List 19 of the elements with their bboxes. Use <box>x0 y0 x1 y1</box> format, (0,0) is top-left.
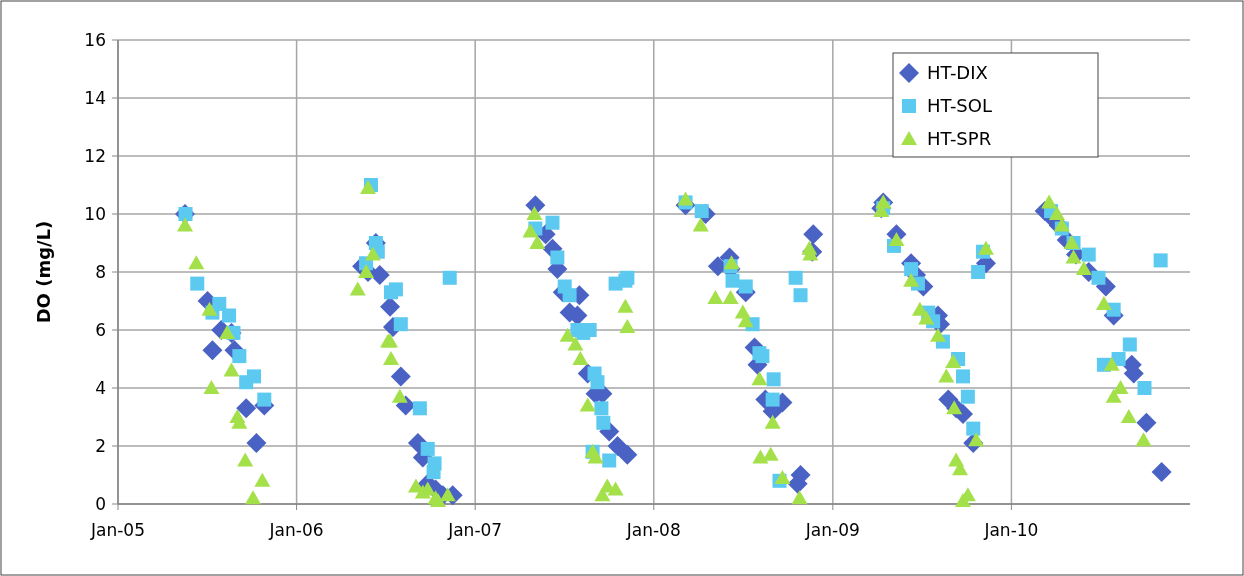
y-tick-label: 4 <box>95 377 106 398</box>
y-tick-label: 0 <box>95 493 106 514</box>
x-tick-label: Jan-08 <box>625 520 681 540</box>
y-tick-label: 8 <box>95 261 106 282</box>
legend-label: HT-SOL <box>927 95 992 117</box>
y-tick-label: 12 <box>84 145 106 166</box>
x-tick-label: Jan-06 <box>268 520 324 540</box>
x-tick-label: Jan-10 <box>983 520 1039 540</box>
x-tick-label: Jan-09 <box>804 520 860 540</box>
x-tick-label: Jan-07 <box>447 520 503 540</box>
y-tick-label: 14 <box>84 87 106 108</box>
x-tick-label: Jan-05 <box>90 520 145 540</box>
y-tick-label: 10 <box>84 203 106 224</box>
y-tick-label: 6 <box>95 319 106 340</box>
legend-label: HT-SPR <box>927 128 992 150</box>
y-tick-label: 16 <box>84 29 106 50</box>
y-tick-label: 2 <box>95 435 106 456</box>
legend-label: HT-DIX <box>927 62 988 84</box>
y-axis-title: DO (mg/L) <box>33 220 54 324</box>
